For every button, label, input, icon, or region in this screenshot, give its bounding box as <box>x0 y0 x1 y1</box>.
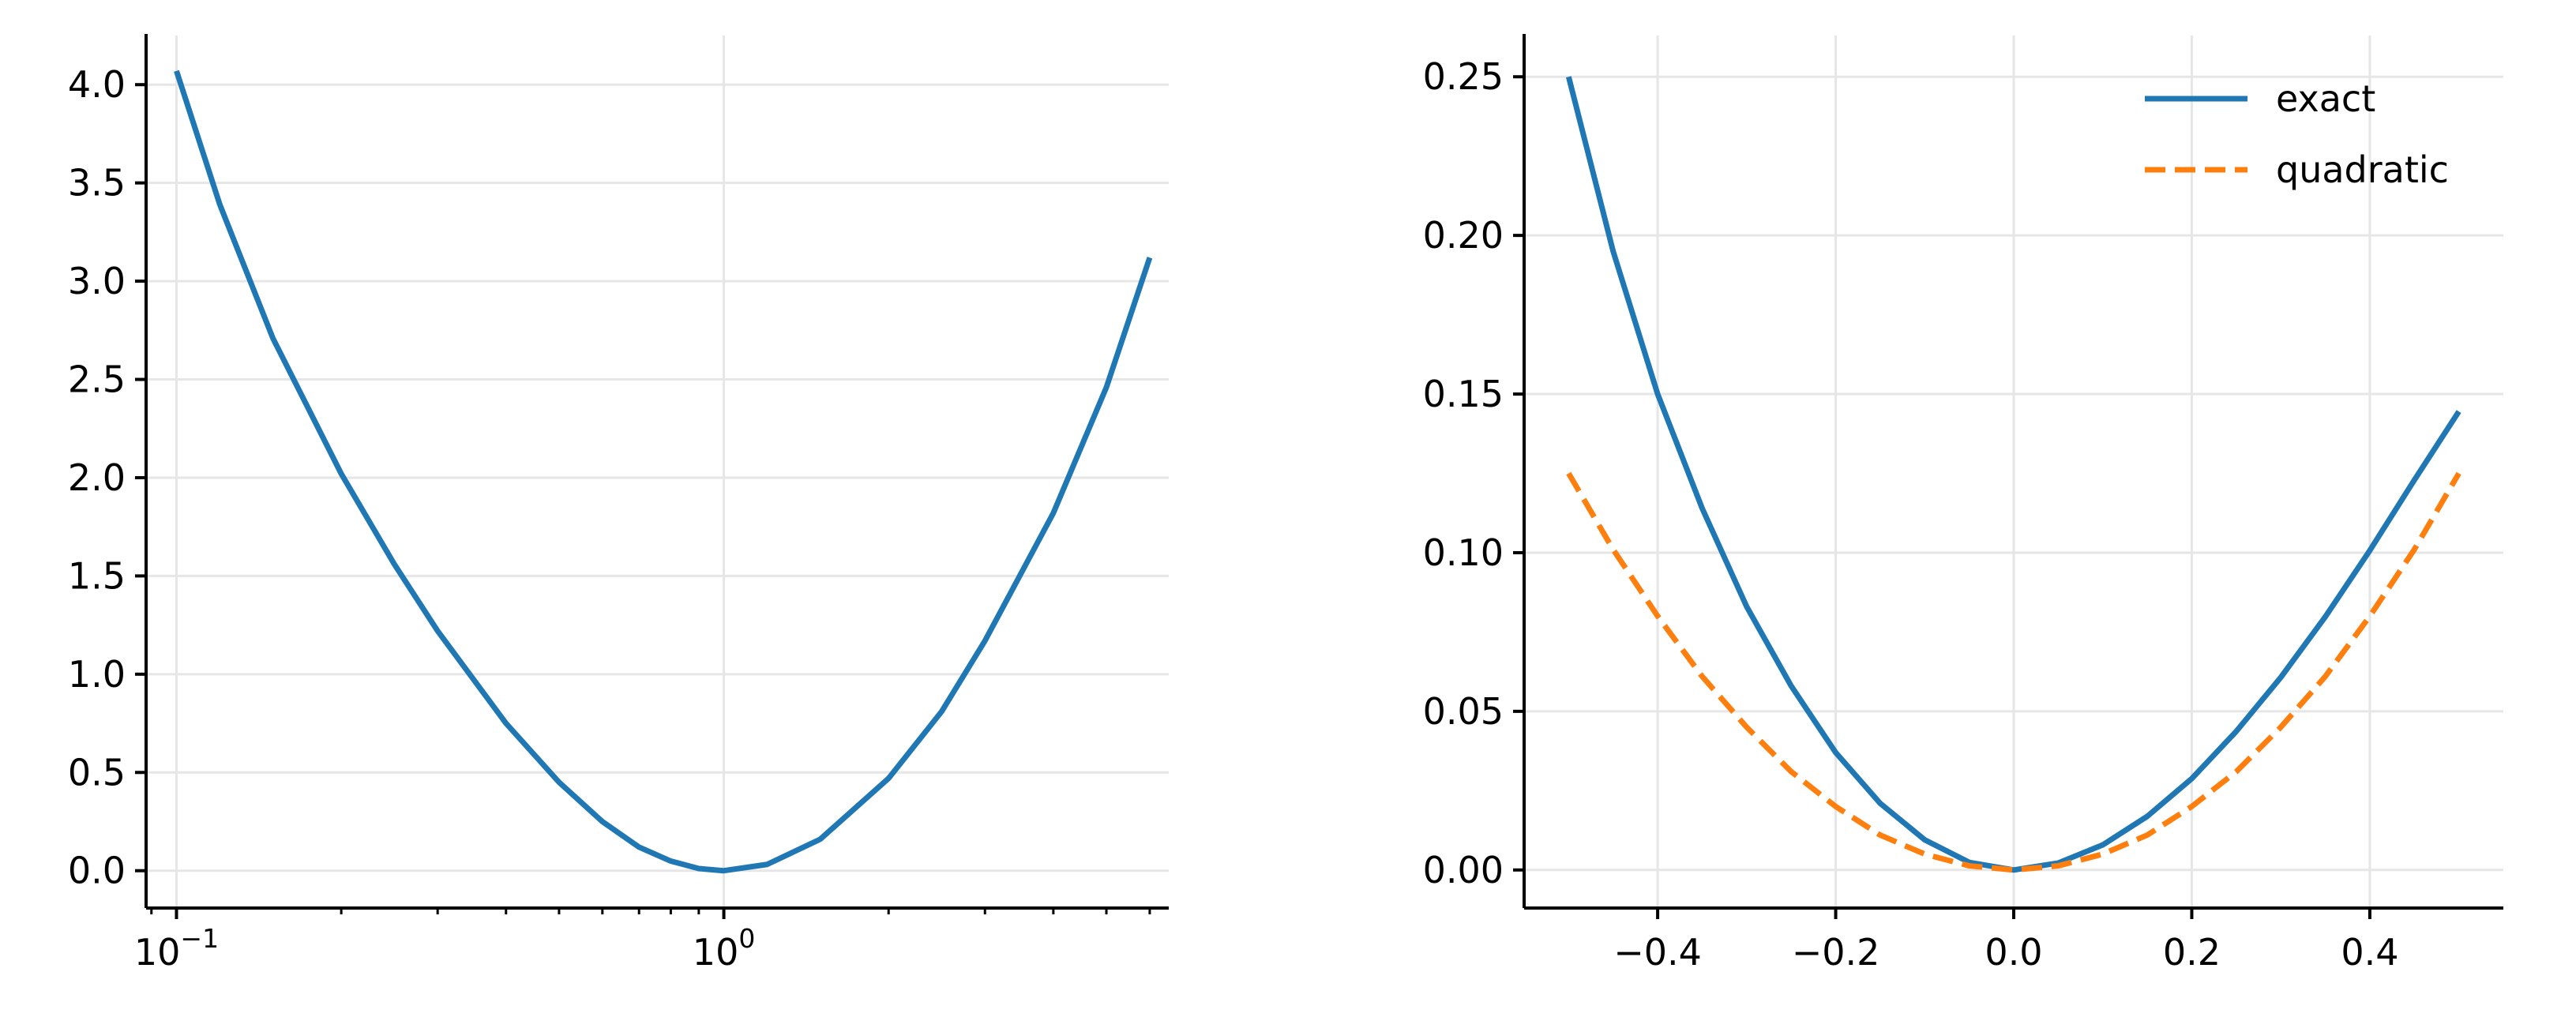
series-line-quadratic <box>1566 471 2461 873</box>
y-tick-label: 0.05 <box>1423 690 1504 733</box>
y-tick-label: 2.5 <box>68 358 126 401</box>
legend-label-exact: exact <box>2276 77 2375 120</box>
series-line-exact <box>1565 76 2461 873</box>
y-tick-label: 2.0 <box>68 456 126 499</box>
x-tick-label: −0.4 <box>1613 931 1702 974</box>
x-tick-label-base: 10 <box>693 931 739 974</box>
x-tick-label-exponent: 0 <box>738 923 755 954</box>
x-tick-label: 0.4 <box>2341 931 2398 974</box>
chart-left-panel: 0.00.51.01.52.02.53.03.54.010−1 100 <box>68 34 1169 974</box>
y-tick-label: 0.00 <box>1423 849 1504 891</box>
y-tick-label: 0.25 <box>1423 55 1504 98</box>
legend: exact quadratic <box>2145 77 2449 191</box>
x-tick-label: 0.0 <box>1985 931 2042 974</box>
x-tick-label: −0.2 <box>1792 931 1880 974</box>
chart-right-panel: 0.00 0.05 0.10 0.15 0.20 0.25 −0.4 −0.2 0.0 0.2 0.… <box>1423 34 2503 974</box>
y-tick-label: 0.20 <box>1423 214 1504 257</box>
x-tick-label-base: 10 <box>134 931 181 974</box>
x-tick-label: 100 <box>693 923 756 974</box>
y-tick-label: 3.5 <box>68 162 126 205</box>
y-tick-label: 4.0 <box>68 63 126 106</box>
y-tick-label: 0.15 <box>1423 373 1504 415</box>
y-tick-label: 0.5 <box>68 751 126 794</box>
series-line-series-0 <box>174 69 1153 874</box>
y-tick-label: 0.0 <box>68 850 126 892</box>
x-tick-label-exponent: −1 <box>180 923 219 954</box>
legend-label-quadratic: quadratic <box>2276 148 2449 191</box>
y-tick-label: 0.10 <box>1423 531 1504 574</box>
x-tick-label: 10−1 <box>134 923 219 974</box>
y-tick-label: 1.5 <box>68 554 126 597</box>
y-tick-label: 3.0 <box>68 260 126 302</box>
x-tick-label: 0.2 <box>2163 931 2221 974</box>
y-tick-label: 1.0 <box>68 653 126 696</box>
